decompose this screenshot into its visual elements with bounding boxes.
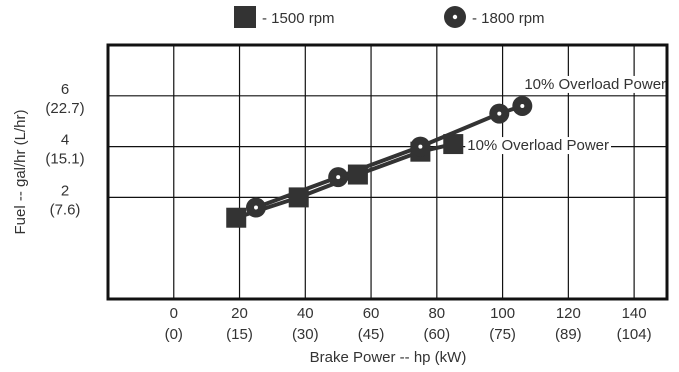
series-0-point-1 [288,187,309,208]
x-tick-sublabel-2: (30) [292,326,319,343]
plot-frame [106,43,669,301]
series-1-point-1 [328,167,349,188]
y-tick-sublabel-2: (22.7) [45,100,84,117]
y-tick-sublabel-1: (15.1) [45,151,84,168]
y-axis-ticks: 2 (7.6) 4 (15.1) 6 (22.7) [45,81,84,219]
x-axis-label: Brake Power -- hp (kW) [310,349,467,366]
series-0-point-2 [347,164,368,185]
x-tick-label-3: 60 [363,305,380,322]
y-tick-label-2: 6 [61,81,69,98]
x-tick-label-1: 20 [231,305,248,322]
overload-annotation-0: 10% Overload Power [522,75,669,93]
x-tick-sublabel-1: (15) [226,326,253,343]
legend-marker-1 [444,6,466,28]
legend-marker-0 [234,6,256,28]
y-tick-sublabel-0: (7.6) [50,201,81,218]
x-tick-sublabel-0: (0) [165,326,183,343]
overload-annotation-1: 10% Overload Power [465,137,612,155]
x-tick-sublabel-3: (45) [358,326,385,343]
grid-lines [108,45,667,299]
annotations: 10% Overload Power 10% Overload Power [465,75,669,155]
series-1-point-2 [410,136,431,157]
svg-text:10% Overload Power: 10% Overload Power [467,137,609,154]
x-tick-label-5: 100 [490,305,515,322]
legend-label-1: - 1800 rpm [472,10,545,27]
x-tick-label-2: 40 [297,305,314,322]
x-tick-label-7: 140 [622,305,647,322]
series-lines [234,103,525,220]
series-1-point-0 [245,197,266,218]
x-axis-ticks: 0 (0) 20 (15) 40 (30) 60 (45) 80 (60) 100 (75) 120 (8… [165,305,652,343]
series-1-point-4 [512,95,533,116]
series-0-point-0 [226,207,247,228]
series-0-point-4 [443,134,464,155]
x-tick-sublabel-7: (104) [617,326,652,343]
x-tick-sublabel-6: (89) [555,326,582,343]
svg-text:10% Overload Power: 10% Overload Power [524,76,666,93]
legend: - 1500 rpm - 1800 rpm [234,6,545,28]
data-markers [226,95,533,228]
x-tick-label-6: 120 [556,305,581,322]
x-tick-label-4: 80 [428,305,445,322]
series-1-point-3 [489,103,510,124]
y-axis-label: Fuel -- gal/hr (L/hr) [12,109,29,234]
legend-label-0: - 1500 rpm [262,10,335,27]
x-tick-sublabel-5: (75) [489,326,516,343]
x-tick-label-0: 0 [170,305,178,322]
x-tick-sublabel-4: (60) [423,326,450,343]
y-tick-label-1: 4 [61,132,69,149]
y-tick-label-0: 2 [61,182,69,199]
